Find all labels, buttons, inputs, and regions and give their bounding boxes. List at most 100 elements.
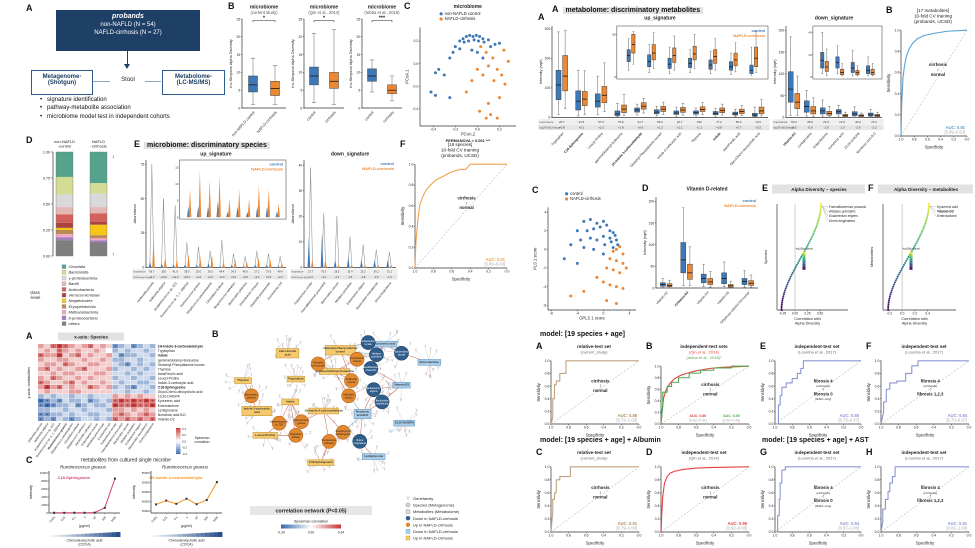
svg-text:Sensitivity: Sensitivity bbox=[646, 385, 651, 404]
svg-text:Spearman correlation: Spearman correlation bbox=[294, 520, 328, 524]
svg-text:-2: -2 bbox=[543, 266, 546, 270]
svg-text:100: 100 bbox=[203, 515, 210, 522]
svg-text:0.0: 0.0 bbox=[475, 127, 480, 131]
svg-text:0.8: 0.8 bbox=[769, 478, 774, 482]
svg-text:acid.B.D: acid.B.D bbox=[357, 413, 369, 417]
alpm-chart: Alpha Diversity – metabolites Metabolites… bbox=[869, 184, 973, 326]
svg-text:0.6: 0.6 bbox=[875, 491, 880, 495]
svg-text:0.4: 0.4 bbox=[545, 397, 550, 401]
svg-text:+0.8: +0.8 bbox=[243, 275, 249, 279]
svg-text:fibrosis 4: fibrosis 4 bbox=[921, 485, 941, 490]
svg-text:Specificity: Specificity bbox=[696, 433, 715, 438]
svg-text:+: + bbox=[127, 404, 129, 408]
svg-text:0.4: 0.4 bbox=[769, 397, 774, 401]
svg-text:Negativicutes: Negativicutes bbox=[69, 298, 93, 303]
svg-text:0.2: 0.2 bbox=[729, 533, 734, 537]
svg-text:NAFLD: NAFLD bbox=[92, 139, 105, 144]
svg-text:0.2: 0.2 bbox=[729, 425, 734, 429]
svg-text:Specificity: Specificity bbox=[586, 433, 605, 438]
svg-text:20: 20 bbox=[809, 53, 813, 57]
svg-text:5: 5 bbox=[358, 89, 360, 93]
svg-text:(probands, UCSD): (probands, UCSD) bbox=[914, 19, 952, 24]
svg-text:40: 40 bbox=[299, 163, 303, 167]
svg-text:Chenodeoxycholic acid: Chenodeoxycholic acid bbox=[169, 539, 205, 543]
svg-text:0.8: 0.8 bbox=[875, 478, 880, 482]
svg-text:10: 10 bbox=[299, 240, 303, 244]
svg-text:+: + bbox=[59, 399, 61, 403]
metabolome-label-2: (LC-MS/MS) bbox=[176, 80, 211, 86]
model-header-ast: model: [19 species + age] + AST bbox=[762, 437, 869, 444]
svg-text:Sensitivity: Sensitivity bbox=[886, 73, 891, 92]
svg-text:0.4: 0.4 bbox=[468, 269, 473, 273]
svg-text:(CDCA): (CDCA) bbox=[78, 542, 90, 546]
svg-text:Bacteroides: Bacteroides bbox=[395, 351, 408, 354]
svg-text:+: + bbox=[139, 399, 141, 403]
svg-text:0.001: 0.001 bbox=[150, 515, 158, 523]
svg-text:+: + bbox=[133, 399, 135, 403]
svg-text:(Qin et al., 2014): (Qin et al., 2014) bbox=[689, 455, 719, 460]
flow-connector bbox=[127, 51, 128, 65]
svg-text:[0.80–0.98]: [0.80–0.98] bbox=[723, 419, 741, 423]
svg-text:NAFLD-cirrhosis: NAFLD-cirrhosis bbox=[251, 167, 284, 172]
svg-text:1.0: 1.0 bbox=[549, 533, 554, 537]
svg-text:+: + bbox=[46, 385, 48, 389]
svg-text:0.8: 0.8 bbox=[896, 425, 901, 429]
svg-text:+: + bbox=[77, 404, 79, 408]
svg-text:Indole: Indole bbox=[158, 354, 168, 358]
rocH-chart: independent-test set(Loomba et al., 2017… bbox=[866, 450, 971, 546]
svg-text:0.4: 0.4 bbox=[769, 504, 774, 508]
svg-text:NAFLD-cirrhosis: NAFLD-cirrhosis bbox=[445, 16, 476, 21]
svg-text:Vitamin-D3: Vitamin-D3 bbox=[158, 417, 175, 421]
svg-text:Importance: Importance bbox=[133, 271, 146, 274]
svg-text:Specificity: Specificity bbox=[925, 145, 944, 150]
svg-text:0.0: 0.0 bbox=[747, 533, 752, 537]
svg-text:(current_study): (current_study) bbox=[581, 349, 609, 354]
svg-text:(µg/ml): (µg/ml) bbox=[79, 524, 90, 528]
svg-text:PLS 1 score: PLS 1 score bbox=[533, 247, 538, 270]
svg-text:40000: 40000 bbox=[142, 500, 150, 504]
svg-text:-control: -control bbox=[58, 144, 71, 149]
svg-text:+15.1: +15.1 bbox=[184, 275, 191, 279]
svg-text:Correlation with: Correlation with bbox=[794, 317, 820, 321]
svg-text:15: 15 bbox=[237, 53, 241, 57]
svg-text:0.2: 0.2 bbox=[913, 312, 918, 316]
panel-roc-loomba-f4-f123: independent-test set (Loomba et al., 2017… bbox=[866, 341, 974, 438]
svg-text:76.3: 76.3 bbox=[321, 270, 327, 274]
svg-text:sp. D21: sp. D21 bbox=[275, 424, 284, 427]
svg-text:+: + bbox=[152, 417, 154, 421]
svg-text:1000: 1000 bbox=[110, 515, 118, 523]
svg-text:+: + bbox=[139, 417, 141, 421]
svg-text:-1.5: -1.5 bbox=[348, 275, 353, 279]
panel-letter-F: F bbox=[868, 183, 874, 193]
b2-chart: microbiome(Qin et al., 2014) 0 5 10 15 20 25 In… bbox=[290, 5, 344, 124]
svg-text:22.7: 22.7 bbox=[677, 120, 683, 124]
svg-text:5: 5 bbox=[300, 89, 302, 93]
svg-text:20: 20 bbox=[237, 35, 241, 39]
svg-text:1.0: 1.0 bbox=[899, 137, 904, 141]
svg-text:log2FoldChange: log2FoldChange bbox=[773, 126, 795, 130]
svg-text:(Loomba et al., 2017): (Loomba et al., 2017) bbox=[798, 349, 837, 354]
svg-text:log2FoldChange: log2FoldChange bbox=[539, 126, 561, 130]
svg-text:C18-Sphingosine: C18-Sphingosine bbox=[563, 131, 584, 154]
svg-text:-0.4: -0.4 bbox=[412, 107, 418, 111]
svg-text:0.8: 0.8 bbox=[431, 269, 436, 273]
svg-text:77.2: 77.2 bbox=[716, 120, 722, 124]
panel-letter-E: E bbox=[134, 139, 141, 149]
svg-text:Dorea: Dorea bbox=[357, 439, 364, 442]
svg-text:0.0: 0.0 bbox=[545, 530, 550, 534]
alps-chart: Alpha Diversity – species Species -0.25 0.0… bbox=[763, 184, 866, 326]
svg-text:0.0: 0.0 bbox=[875, 422, 880, 426]
svg-text:Specificity: Specificity bbox=[916, 433, 935, 438]
svg-text:5: 5 bbox=[177, 199, 179, 203]
svg-text:Sensitivity: Sensitivity bbox=[646, 489, 651, 508]
svg-text:Alpha Diversity: Alpha Diversity bbox=[902, 322, 927, 326]
svg-text:transFerulic acid: transFerulic acid bbox=[722, 131, 741, 152]
svg-text:38.0: 38.0 bbox=[184, 270, 190, 274]
svg-text:[0.89–0.93]: [0.89–0.93] bbox=[945, 130, 966, 135]
svg-text:10: 10 bbox=[92, 515, 97, 520]
svg-text:+: + bbox=[71, 417, 73, 421]
svg-text:300: 300 bbox=[545, 27, 551, 31]
panel-letter-A: A bbox=[536, 341, 543, 351]
